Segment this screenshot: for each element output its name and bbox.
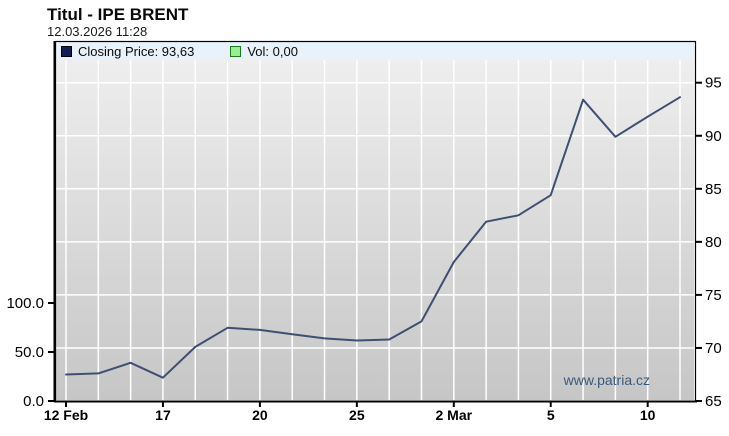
volume-swatch-icon [230,45,242,57]
plot-background [56,60,694,400]
x-axis-tick-label: 5 [547,407,555,423]
x-axis-tick-label: 2 Mar [436,407,473,423]
x-axis-tick-label: 17 [155,407,171,423]
legend-volume-label: Vol: 0,00 [247,43,298,59]
volume-axis-tick-label: 0.0 [23,393,44,410]
price-axis-tick-label: 95 [705,75,722,92]
x-axis-tick-label: 20 [252,407,268,423]
price-axis-tick-label: 85 [705,181,722,198]
x-axis-tick-label: 12 Feb [44,407,88,423]
closing-price-swatch-icon [61,45,72,57]
volume-axis-tick-label: 100.0 [6,295,44,312]
closing-price-line [65,96,681,379]
price-axis-tick-label: 90 [705,128,722,145]
x-axis-tick-label: 25 [349,407,365,423]
chart-legend: Closing Price: 93,63 Vol: 0,00 [56,42,694,60]
price-axis-tick-label: 65 [705,393,722,410]
watermark-text: www.patria.cz [563,372,650,388]
volume-axis-tick-label: 50.0 [15,344,44,361]
chart-title: Titul - IPE BRENT [47,5,189,24]
price-axis-tick-label: 75 [705,287,722,304]
x-axis-tick-label: 10 [640,407,656,423]
price-axis-tick-label: 80 [705,234,722,251]
legend-closing-price-label: Closing Price: 93,63 [78,43,195,59]
price-axis-tick-label: 70 [705,340,722,357]
chart-timestamp: 12.03.2026 11:28 [47,24,148,39]
